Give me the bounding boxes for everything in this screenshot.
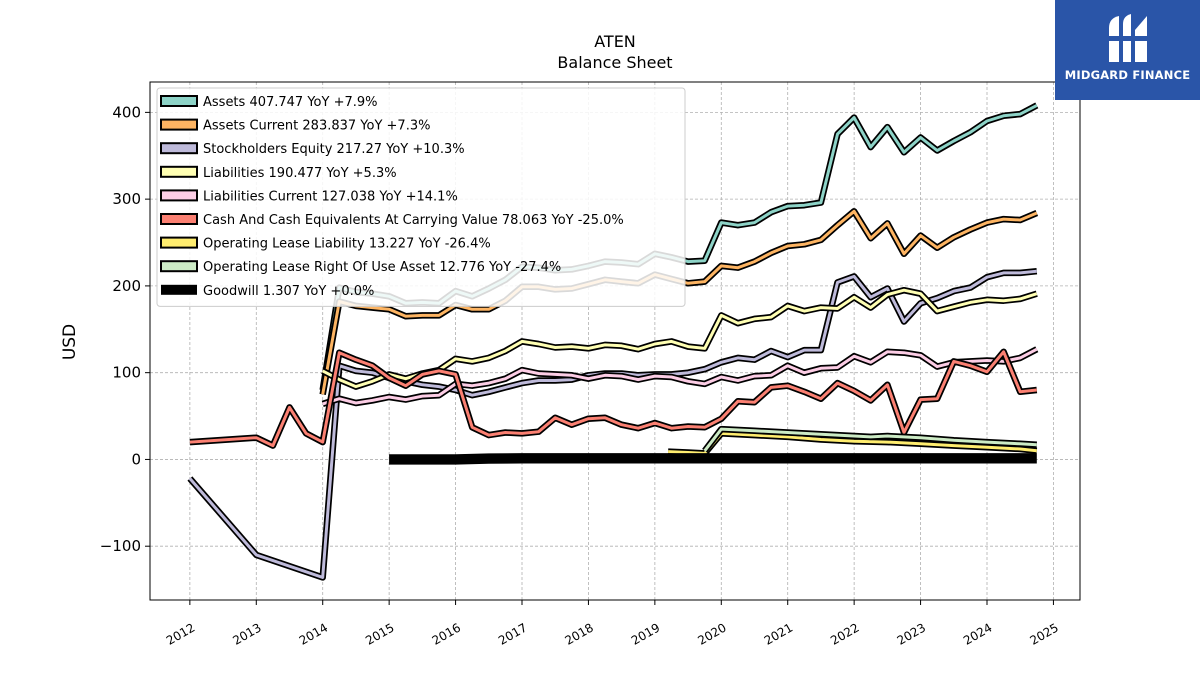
x-tick-label: 2023 <box>895 620 928 647</box>
legend-entry: Cash And Cash Equivalents At Carrying Va… <box>203 213 624 228</box>
x-tick-label: 2022 <box>828 620 861 647</box>
x-tick-label: 2016 <box>430 620 463 647</box>
y-axis-label: USD <box>60 324 80 360</box>
x-tick-label: 2021 <box>762 620 795 647</box>
legend-swatch <box>161 284 197 295</box>
legend-entry: Liabilities Current 127.038 YoY +14.1% <box>203 189 458 204</box>
legend-swatch <box>160 189 198 202</box>
series-lines <box>187 102 1039 581</box>
y-tick-label: 400 <box>112 103 141 121</box>
series-line <box>703 427 1037 452</box>
brand-logo-icon <box>1109 14 1147 62</box>
legend-swatch <box>160 118 198 131</box>
x-tick-label: 2015 <box>363 620 396 647</box>
series-line <box>189 350 1037 448</box>
legend-swatch <box>160 260 198 273</box>
x-tick-label: 2014 <box>297 620 330 647</box>
x-tick-label: 2013 <box>230 620 263 647</box>
legend: Assets 407.747 YoY +7.9% Assets Current 2… <box>156 87 686 307</box>
x-tick-label: 2024 <box>961 620 994 647</box>
chart-title: ATEN <box>594 32 636 51</box>
series-line <box>389 453 1037 465</box>
series-line-outline <box>189 348 1038 449</box>
brand-logo: MIDGARD FINANCE <box>1055 0 1200 100</box>
legend-swatch <box>160 95 198 107</box>
x-tick-label: 2025 <box>1027 620 1060 647</box>
x-tick-label: 2020 <box>695 620 728 647</box>
x-tick-label: 2017 <box>496 620 529 647</box>
legend-entry: Stockholders Equity 217.27 YoY +10.3% <box>203 142 465 157</box>
legend-swatch <box>160 165 198 178</box>
y-tick-label: 300 <box>112 190 141 208</box>
plot-frame <box>149 81 1081 601</box>
legend-entry: Liabilities 190.477 YoY +5.3% <box>203 166 397 181</box>
y-tick-label: 100 <box>112 364 141 382</box>
legend-entry: Goodwill 1.307 YoY +0.0% <box>203 284 374 299</box>
y-tick-label: 0 <box>131 450 141 468</box>
brand-name: MIDGARD FINANCE <box>1064 68 1191 82</box>
y-tick-label: 200 <box>112 277 141 295</box>
legend-swatch <box>160 236 198 249</box>
legend-entry: Operating Lease Liability 13.227 YoY -26… <box>203 237 491 252</box>
legend-swatch <box>160 142 198 155</box>
series-line <box>322 347 1038 406</box>
x-tick-label: 2012 <box>164 620 197 647</box>
legend-entry: Assets 407.747 YoY +7.9% <box>203 95 378 110</box>
y-tick-label: −100 <box>100 537 141 555</box>
x-tick-label: 2018 <box>562 620 595 647</box>
legend-box <box>156 87 686 307</box>
legend-entry: Operating Lease Right Of Use Asset 12.77… <box>203 260 561 275</box>
legend-entry: Assets Current 283.837 YoY +7.3% <box>203 119 430 134</box>
legend-swatch <box>160 213 198 225</box>
x-tick-label: 2019 <box>629 620 662 647</box>
chart-subtitle: Balance Sheet <box>557 53 672 72</box>
